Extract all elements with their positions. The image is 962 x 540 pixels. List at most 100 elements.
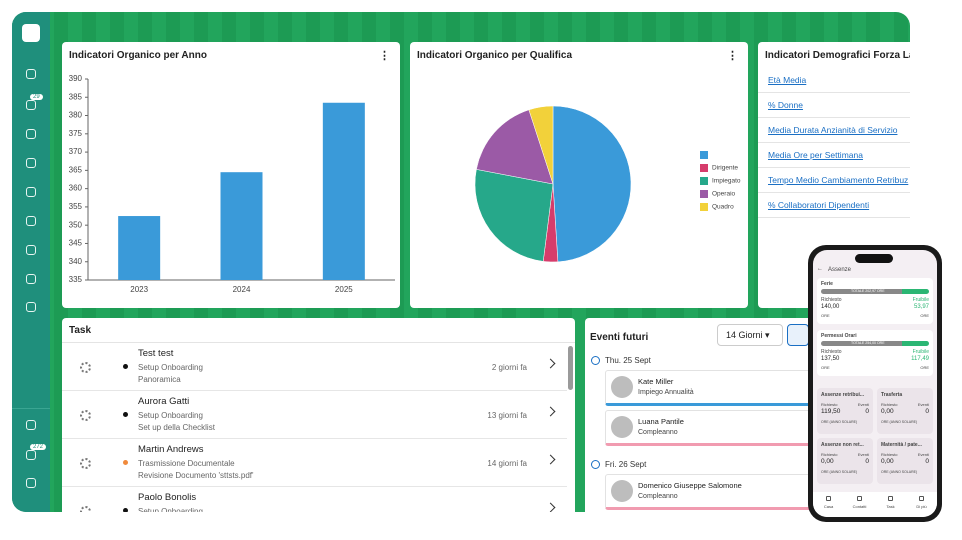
day-label: Fri. 26 Sept bbox=[605, 460, 647, 469]
avatar bbox=[611, 416, 633, 438]
total-label: TOTALE 202,97 ORE bbox=[851, 289, 885, 293]
phone-screen: ← Assenze Ferie TOTALE 202,97 ORE Richiest… bbox=[813, 250, 937, 517]
pie-card: Indicatori Organico per Qualifica ⋮ Diri… bbox=[410, 42, 748, 308]
menu[interactable]: ⋮ bbox=[379, 50, 390, 62]
nav-item[interactable]: Task bbox=[886, 504, 895, 509]
task-row[interactable]: Martin Andrews Trasmissione Documentale Re… bbox=[62, 439, 567, 487]
divider bbox=[758, 167, 910, 168]
y-tick-label: 340 bbox=[69, 257, 83, 266]
pie-slice bbox=[476, 109, 554, 185]
nav-icon[interactable] bbox=[26, 420, 36, 430]
card-title: Indicatori Demografici Forza Lav bbox=[765, 50, 910, 61]
nav-item[interactable]: Casa bbox=[823, 504, 834, 509]
task-row[interactable]: Paolo Bonolis Setup Onboarding bbox=[62, 487, 567, 512]
ev-label: Eventi bbox=[857, 452, 869, 457]
y-tick-label: 380 bbox=[69, 111, 83, 120]
progress-bar: TOTALE 202,97 ORE bbox=[821, 289, 929, 294]
day-marker bbox=[591, 356, 600, 365]
absence-tile: Maternità / pate... Richiesto 0,00 Eventi 0 O… bbox=[877, 438, 933, 484]
indicator-link[interactable]: Media Durata Anzianità di Servizio bbox=[768, 125, 898, 135]
avail-label: Fruibile bbox=[912, 349, 929, 355]
task-time: 13 giorni fa bbox=[487, 411, 527, 420]
card-title: Eventi futuri bbox=[590, 332, 649, 343]
task-row[interactable]: Test test Setup Onboarding Panoramica 2 gio… bbox=[62, 343, 567, 391]
nav-icon[interactable] bbox=[26, 478, 36, 488]
ev-value: 0 bbox=[865, 408, 869, 415]
event-item: Domenico Giuseppe Salomone Compleanno bbox=[605, 474, 845, 510]
nav-icon[interactable] bbox=[26, 69, 36, 79]
req-label: Richiesto bbox=[821, 452, 838, 457]
indicator-link[interactable]: % Donne bbox=[768, 100, 803, 110]
scrollbar[interactable] bbox=[568, 346, 573, 390]
divider bbox=[758, 142, 910, 143]
nav-icon[interactable] bbox=[26, 245, 36, 255]
nav-icon[interactable] bbox=[26, 216, 36, 226]
avatar bbox=[611, 480, 633, 502]
range-select[interactable]: 14 Giorni ▾ bbox=[717, 324, 783, 346]
day-marker bbox=[591, 460, 600, 469]
indicator-link[interactable]: Età Media bbox=[768, 75, 807, 85]
task-name: Test test bbox=[138, 348, 174, 359]
logo[interactable] bbox=[22, 24, 40, 42]
avail-unit: ORE bbox=[920, 365, 929, 370]
tile-note: ORE (ANNO SOLARE) bbox=[821, 470, 858, 474]
req-value: 137,50 bbox=[821, 356, 840, 362]
task-process: Setup Onboarding bbox=[138, 507, 203, 512]
status-icon bbox=[80, 458, 91, 469]
req-label: Richiesto bbox=[881, 452, 898, 457]
bar bbox=[322, 102, 365, 280]
nav-icon bbox=[857, 496, 862, 501]
task-process: Trasmissione Documentale bbox=[138, 459, 235, 468]
legend-swatch bbox=[700, 177, 708, 185]
y-tick-label: 345 bbox=[69, 239, 83, 248]
req-label: Richiesto bbox=[821, 297, 842, 303]
phone: ← Assenze Ferie TOTALE 202,97 ORE Richiest… bbox=[808, 245, 942, 522]
nav-icon[interactable] bbox=[26, 450, 36, 460]
bar bbox=[118, 216, 161, 280]
tile-name: Assenze retribui... bbox=[821, 392, 865, 398]
req-label: Richiesto bbox=[821, 349, 842, 355]
nav-item[interactable]: Di più bbox=[916, 504, 927, 509]
task-time: 2 giorni fa bbox=[491, 363, 527, 372]
tile-note: ORE (ANNO SOLARE) bbox=[881, 420, 918, 424]
req-value: 0,00 bbox=[881, 458, 894, 465]
divider bbox=[12, 408, 50, 409]
tile-name: Trasferta bbox=[881, 392, 903, 398]
event-name: Luana Pantile bbox=[638, 417, 684, 426]
nav-icon[interactable] bbox=[26, 100, 36, 110]
absence-tile: Trasferta Richiesto 0,00 Eventi 0 ORE (ANNO S… bbox=[877, 388, 933, 434]
event-type: Compleanno bbox=[638, 429, 678, 436]
indicator-link[interactable]: Tempo Medio Cambiamento Retribuz bbox=[768, 175, 909, 185]
ev-value: 0 bbox=[925, 408, 929, 415]
status-icon bbox=[80, 410, 91, 421]
notch bbox=[855, 254, 893, 263]
event-item: Kate Miller Impiego Annualità bbox=[605, 370, 845, 406]
task-row[interactable]: Aurora Gatti Setup Onboarding Set up della… bbox=[62, 391, 567, 439]
nav-icon[interactable] bbox=[26, 187, 36, 197]
event-name: Kate Miller bbox=[638, 377, 674, 386]
grid-toggle[interactable] bbox=[787, 324, 809, 346]
nav-item[interactable]: Contatti bbox=[852, 504, 867, 509]
req-unit: ORE bbox=[821, 313, 830, 318]
nav-icon[interactable] bbox=[26, 274, 36, 284]
badge: 29 bbox=[30, 94, 43, 100]
legend-swatch bbox=[700, 190, 708, 198]
event-item: Luana Pantile Compleanno bbox=[605, 410, 845, 446]
task-name: Martin Andrews bbox=[138, 444, 204, 455]
y-tick-label: 385 bbox=[69, 92, 83, 101]
task-process: Setup Onboarding bbox=[138, 363, 203, 372]
divider bbox=[62, 342, 575, 343]
status-dot bbox=[123, 364, 128, 369]
req-value: 119,50 bbox=[821, 408, 841, 415]
indicator-link[interactable]: % Collaboratori Dipendenti bbox=[768, 200, 870, 210]
bottom-nav: Casa Contatti Task Di più bbox=[813, 492, 937, 517]
nav-icon[interactable] bbox=[26, 158, 36, 168]
legend-label: Quadro bbox=[712, 204, 734, 211]
menu[interactable]: ⋮ bbox=[727, 50, 738, 62]
nav-icon[interactable] bbox=[26, 129, 36, 139]
legend-label: Impiegato bbox=[712, 178, 741, 185]
nav-icon[interactable] bbox=[26, 302, 36, 312]
indicator-link[interactable]: Media Ore per Settimana bbox=[768, 150, 863, 160]
status-dot bbox=[123, 460, 128, 465]
